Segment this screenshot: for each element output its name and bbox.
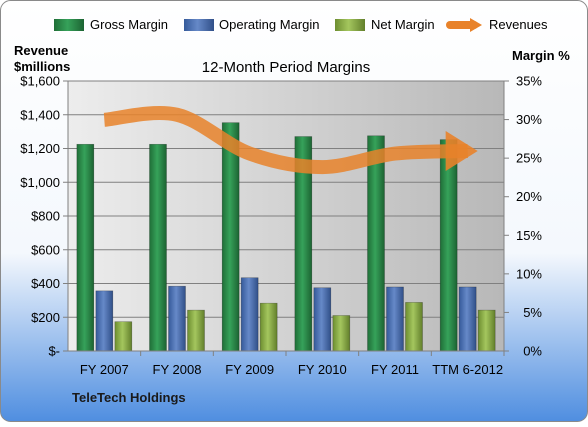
bar-operating-margin [169, 286, 186, 351]
legend-label-revenues: Revenues [489, 17, 548, 32]
bar-net-margin [115, 322, 132, 351]
right-axis-title: Margin % [512, 48, 570, 63]
x-axis-tick-label: FY 2011 [371, 362, 419, 377]
left-axis-tick-label: $1,000 [20, 175, 60, 190]
legend-swatch-gross-margin [54, 19, 84, 31]
left-axis-tick-label: $1,200 [20, 141, 60, 156]
left-axis-tick-label: $- [48, 344, 60, 359]
left-axis-title-line2: $millions [14, 59, 70, 74]
right-axis-tick-label: 25% [516, 151, 542, 166]
x-axis-tick-label: FY 2009 [225, 362, 274, 377]
x-axis-tick-label: FY 2008 [153, 362, 202, 377]
bar-operating-margin [387, 287, 404, 351]
bar-operating-margin [459, 287, 476, 351]
bar-operating-margin [241, 278, 258, 351]
bar-net-margin [188, 310, 205, 351]
right-axis-tick-label: 15% [516, 228, 542, 243]
bar-net-margin [333, 316, 350, 351]
bar-gross-margin [440, 140, 457, 351]
right-axis-tick-label: 30% [516, 112, 542, 127]
bar-operating-margin [314, 288, 331, 351]
bar-gross-margin [77, 144, 94, 351]
left-axis-tick-label: $1,400 [20, 107, 60, 122]
legend-swatch-net-margin [335, 19, 365, 31]
left-axis-tick-label: $200 [31, 310, 60, 325]
left-axis-tick-label: $1,600 [20, 74, 60, 89]
bar-net-margin [260, 303, 277, 351]
bar-gross-margin [150, 144, 167, 351]
legend-label-net-margin: Net Margin [371, 17, 435, 32]
left-axis-title-line1: Revenue [14, 43, 68, 58]
bar-net-margin [406, 302, 423, 351]
legend-label-operating-margin: Operating Margin [219, 17, 319, 32]
bar-operating-margin [96, 291, 113, 351]
legend-label-gross-margin: Gross Margin [90, 17, 168, 32]
right-axis-tick-label: 5% [523, 305, 542, 320]
chart-title: 12-Month Period Margins [202, 59, 370, 76]
x-axis-tick-label: TTM 6-2012 [432, 362, 503, 377]
bar-gross-margin [368, 136, 385, 351]
right-axis-tick-label: 0% [523, 344, 542, 359]
left-axis-tick-label: $800 [31, 209, 60, 224]
left-axis-tick-label: $600 [31, 242, 60, 257]
left-axis-tick-label: $400 [31, 276, 60, 291]
bar-net-margin [478, 310, 495, 351]
company-name: TeleTech Holdings [72, 390, 186, 405]
x-axis-tick-label: FY 2007 [80, 362, 129, 377]
right-axis-tick-label: 20% [516, 189, 542, 204]
bar-gross-margin [222, 123, 239, 351]
right-axis-tick-label: 35% [516, 74, 542, 89]
right-axis-tick-label: 10% [516, 266, 542, 281]
legend-swatch-operating-margin [184, 19, 214, 31]
x-axis-tick-label: FY 2010 [298, 362, 347, 377]
